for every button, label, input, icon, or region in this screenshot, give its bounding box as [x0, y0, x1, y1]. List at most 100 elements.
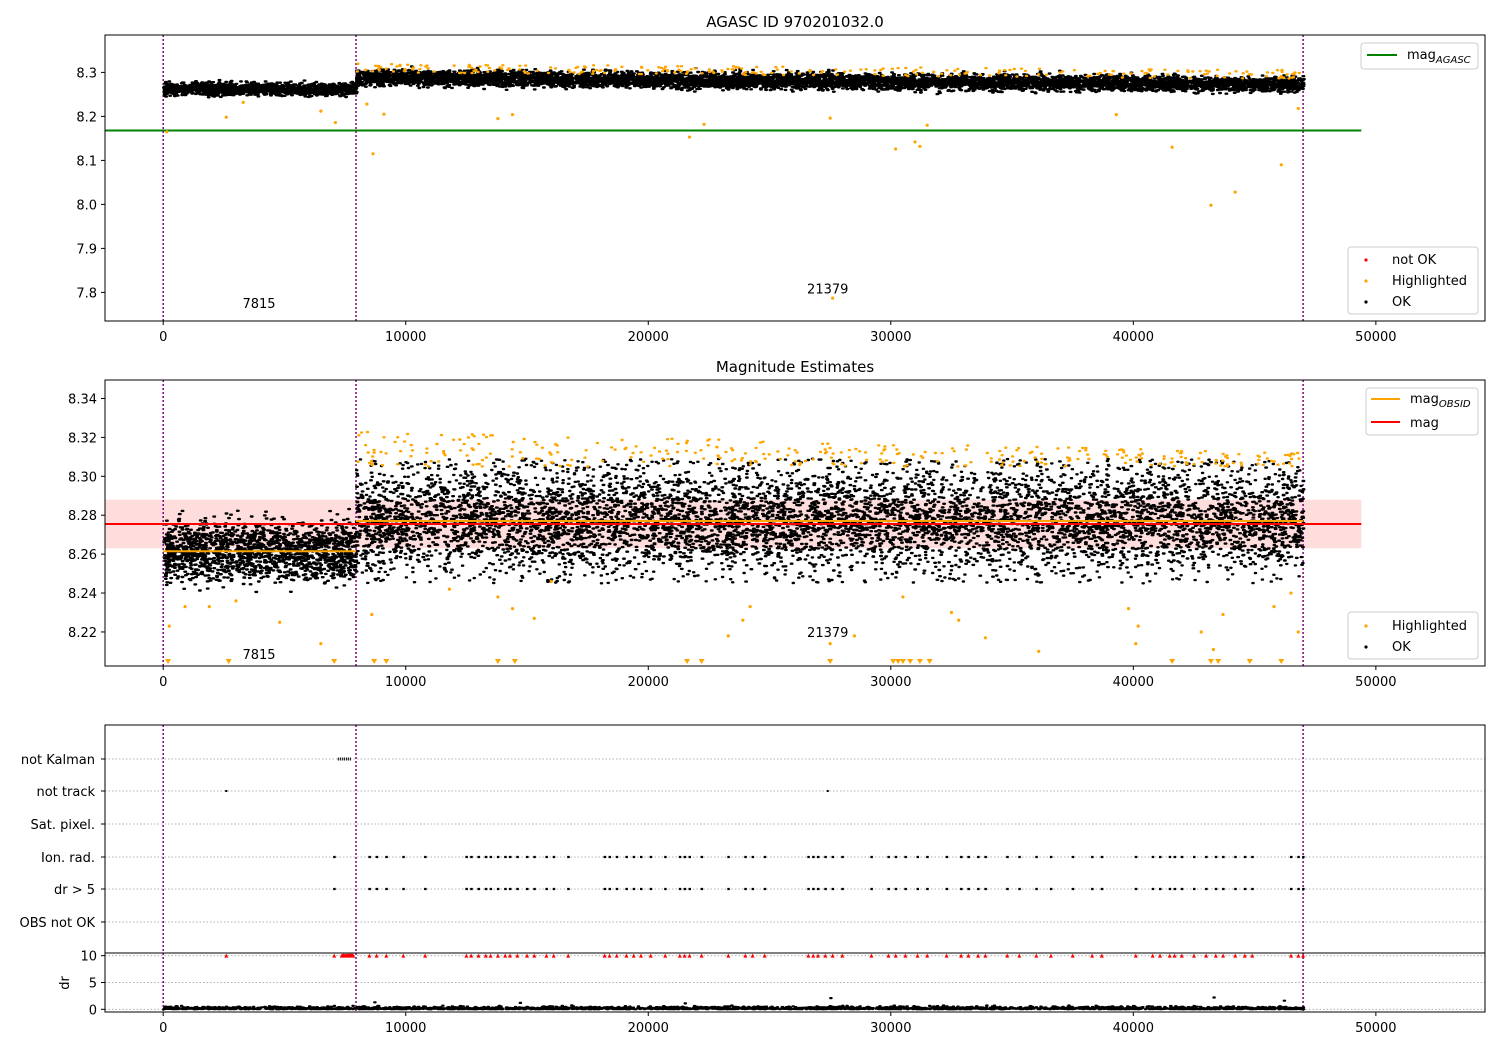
panel-magnitude-estimates: Magnitude Estimates 7815 21379 8.22 8.24 8.… [68, 358, 1486, 690]
out-of-range-marker [899, 659, 906, 664]
x-tick-label: 10000 [385, 1021, 426, 1036]
highlighted-point [165, 130, 169, 134]
panel2-title: Magnitude Estimates [716, 358, 874, 376]
highlighted-point [319, 642, 323, 646]
x-tick-label: 10000 [385, 675, 426, 690]
highlighted-point [370, 612, 374, 617]
highlighted-point [1126, 607, 1131, 611]
y-tick-label: 8.3 [76, 66, 97, 81]
y-tick-label: 5 [89, 977, 97, 992]
highlighted-point [1272, 605, 1276, 609]
highlighted-point [207, 605, 211, 609]
out-of-range-marker [225, 659, 232, 664]
x-tick-label: 30000 [870, 675, 911, 690]
out-of-range-marker [511, 659, 518, 664]
legend-highlighted-label: Highlighted [1392, 619, 1467, 634]
out-of-range-marker [1169, 659, 1176, 664]
highlighted-point [382, 112, 386, 116]
y-tick-label: 7.8 [76, 286, 97, 301]
highlighted-point [983, 636, 987, 640]
x-tick-label: 20000 [628, 1021, 669, 1036]
legend-box [1347, 246, 1479, 315]
out-of-range-marker [916, 659, 923, 664]
highlighted-point [496, 117, 500, 121]
y-tick-label: 8.22 [68, 626, 97, 641]
y-tick-label: 8.24 [68, 587, 97, 602]
highlighted-point [913, 140, 917, 144]
panel1-y-axis: 7.8 7.9 8.0 8.1 8.2 8.3 [76, 66, 105, 301]
highlighted-point [371, 152, 375, 156]
highlighted-point [1199, 630, 1203, 634]
highlighted-point [333, 120, 338, 125]
out-of-range-marker [1278, 659, 1285, 664]
flag-row-label: OBS not OK [20, 916, 96, 931]
dr-axis-label: dr [58, 976, 73, 990]
observation-annotation: 7815 [242, 648, 275, 663]
legend-mag-obsid-label: magOBSID [1410, 392, 1471, 410]
panel2-plot-area: 7815 21379 [105, 380, 1362, 666]
x-tick-label: 20000 [628, 675, 669, 690]
highlighted-point [1037, 649, 1041, 654]
highlighted-point [687, 135, 692, 139]
highlighted-point [532, 616, 536, 620]
dr-points [162, 996, 1306, 1011]
not-track-point [225, 790, 228, 792]
out-of-range-marker [895, 659, 902, 664]
legend-ok-marker [1364, 645, 1368, 649]
flag-row-label: Sat. pixel. [31, 818, 95, 833]
y-tick-label: 8.1 [76, 154, 97, 169]
legend-ok-marker [1364, 300, 1368, 304]
highlighted-point [1233, 190, 1237, 194]
highlighted-points-cloud [355, 62, 1301, 80]
x-tick-label: 50000 [1355, 330, 1396, 345]
panel1-title: AGASC ID 970201032.0 [706, 13, 884, 31]
highlighted-point [852, 634, 857, 638]
legend-box [1360, 42, 1479, 70]
highlighted-point [957, 618, 961, 622]
highlighted-point [1279, 163, 1283, 167]
panel2-y-axis: 8.22 8.24 8.26 8.28 8.30 8.32 8.34 [68, 392, 105, 641]
highlighted-point [828, 642, 832, 646]
y-tick-label: 8.34 [68, 392, 97, 407]
panel1-legend-markers: not OK Highlighted OK [1347, 246, 1479, 315]
highlighted-point [510, 113, 515, 117]
out-of-range-marker [383, 659, 390, 664]
out-of-range-marker [494, 659, 501, 664]
highlighted-points-cloud [356, 430, 1301, 468]
highlighted-point [549, 579, 553, 583]
panel2-legend-lines: magOBSID mag [1365, 387, 1479, 436]
out-of-range-marker [1215, 659, 1222, 664]
highlighted-point [1136, 624, 1140, 628]
panel3-frame [104, 724, 1486, 1013]
flag-row-label: Ion. rad. [41, 851, 95, 866]
highlighted-point [828, 116, 832, 120]
y-tick-label: 8.28 [68, 509, 97, 524]
panel3-plot-area [105, 725, 1485, 1012]
highlighted-point [234, 599, 238, 603]
highlighted-point [1211, 647, 1215, 652]
highlighted-point [447, 587, 451, 591]
out-of-range-marker [890, 659, 897, 664]
observation-annotation: 21379 [807, 626, 848, 641]
y-tick-label: 8.0 [76, 198, 97, 213]
panel1-frame [104, 34, 1486, 322]
legend-highlighted-marker [1364, 624, 1368, 628]
legend-highlighted-label: Highlighted [1392, 274, 1467, 289]
y-tick-label: 10 [80, 950, 97, 965]
ok-points [162, 65, 1306, 99]
flag-row-label: dr > 5 [54, 883, 95, 898]
x-tick-label: 0 [159, 330, 167, 345]
x-tick-label: 20000 [628, 330, 669, 345]
legend-not-ok-label: not OK [1392, 253, 1437, 268]
y-tick-label: 8.30 [68, 470, 97, 485]
highlighted-point [726, 634, 730, 638]
highlighted-point [1170, 145, 1174, 149]
highlighted-point [1114, 113, 1118, 117]
flag-row-label: not Kalman [21, 753, 95, 768]
flag-row-label: not track [36, 785, 95, 800]
observation-annotation: 21379 [807, 283, 848, 298]
highlighted-point [1134, 642, 1138, 646]
highlighted-point [894, 147, 898, 151]
legend-ok-label: OK [1392, 640, 1411, 655]
highlighted-point [901, 595, 905, 599]
